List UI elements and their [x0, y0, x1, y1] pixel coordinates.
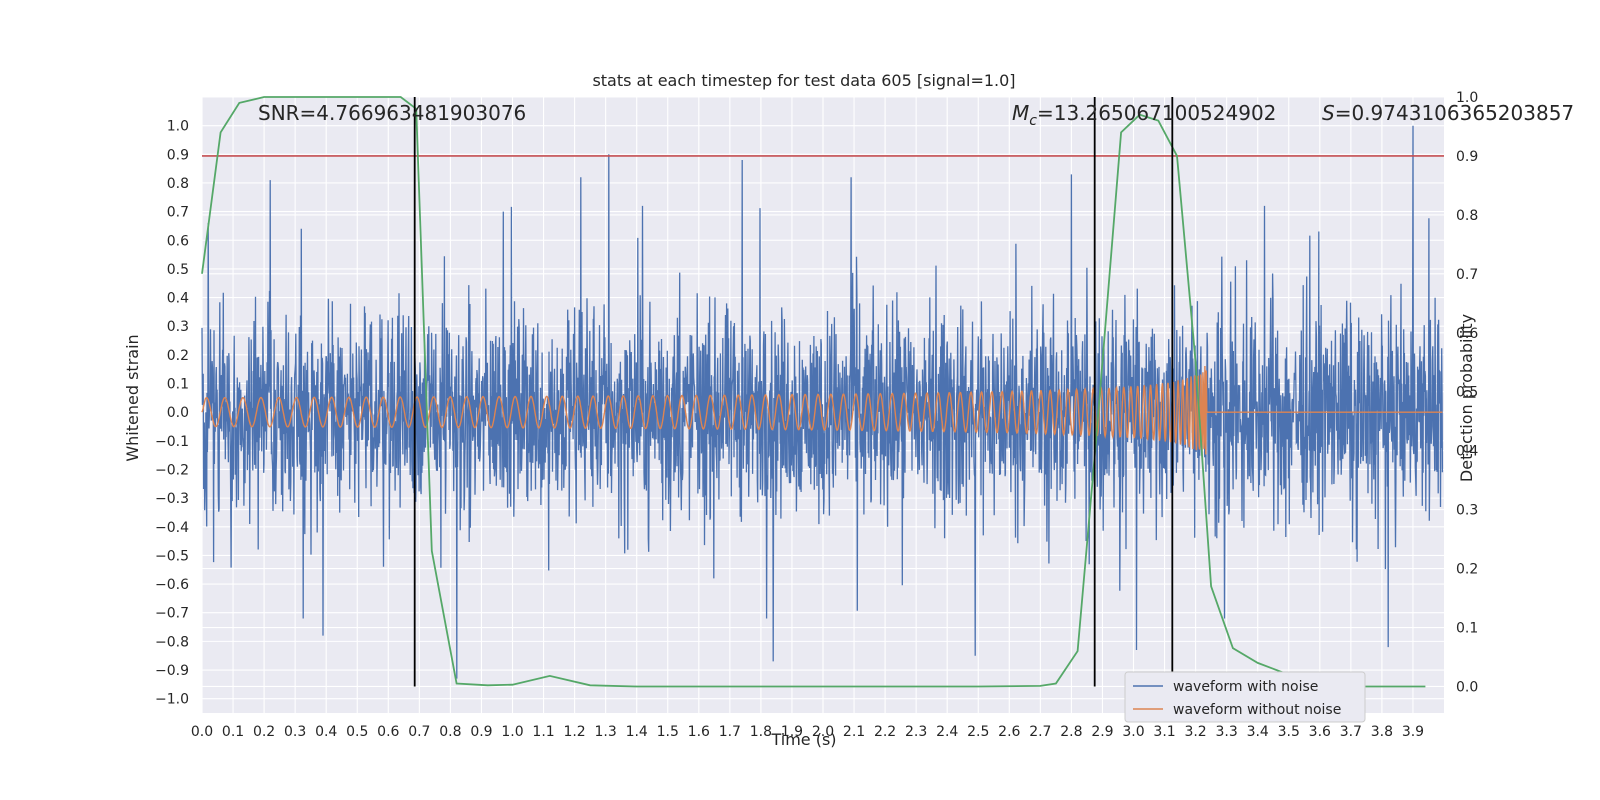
s-value: =0.9743106365203857 [1335, 101, 1574, 125]
chirp-mass-annotation: Mc=13.265067100524902 [1012, 101, 1276, 129]
y-tick-label: 0.6 [167, 233, 189, 249]
x-tick-label: 1.0 [501, 724, 523, 740]
x-tick-label: 1.9 [781, 724, 803, 740]
x-tick-label: 0.9 [470, 724, 492, 740]
x-tick-label: 0.8 [439, 724, 461, 740]
y2-axis-ticks: 1.0 0.9 0.8 0.7 0.6 0.5 0.4 0.3 0.2 0.1 0.0 [1456, 90, 1478, 695]
series-waveform-with-noise [201, 125, 1444, 679]
x-tick-label: 3.4 [1247, 724, 1269, 740]
legend: waveform with noise waveform without noi… [1124, 671, 1366, 723]
y-tick-label: −0.4 [155, 520, 189, 536]
series-detection-probability [201, 96, 1426, 688]
x-tick-label: 0.3 [284, 724, 306, 740]
detection-probability-line [201, 96, 1426, 688]
x-tick-label: 2.7 [1029, 724, 1051, 740]
waveform-without-noise-line [201, 365, 1443, 457]
x-tick-label: 0.6 [377, 724, 399, 740]
y-tick-label: 0.8 [167, 176, 189, 192]
y-tick-label: 0.4 [167, 291, 189, 307]
y-tick-label: 0.0 [167, 405, 189, 421]
x-tick-label: 1.1 [532, 724, 554, 740]
x-tick-label: 0.1 [222, 724, 244, 740]
y-tick-label: 0.2 [167, 348, 189, 364]
y-tick-label: 0.5 [167, 262, 189, 278]
x-tick-label: 2.1 [843, 724, 865, 740]
x-tick-label: 2.9 [1091, 724, 1113, 740]
x-tick-label: 3.0 [1122, 724, 1144, 740]
y2-tick-label: 0.1 [1456, 621, 1478, 637]
y-tick-label: −0.2 [155, 462, 189, 478]
x-tick-label: 3.3 [1216, 724, 1238, 740]
series-waveform-without-noise [201, 365, 1443, 457]
y-axis-ticks: 1.0 0.9 0.8 0.7 0.6 0.5 0.4 0.3 0.2 0.1 0.0 −0.1 −0.… [155, 119, 189, 708]
x-tick-label: 1.5 [657, 724, 679, 740]
x-tick-label: 2.6 [998, 724, 1020, 740]
snr-annotation: SNR=4.766963481903076 [258, 101, 526, 125]
x-tick-label: 2.2 [874, 724, 896, 740]
s-annotation: S=0.9743106365203857 [1322, 101, 1574, 125]
chart-title: stats at each timestep for test data 605… [592, 71, 1015, 90]
y2-tick-label: 0.7 [1456, 267, 1478, 283]
chirp-mass-subscript: c [1029, 113, 1037, 129]
x-tick-label: 1.8 [750, 724, 772, 740]
y-tick-label: 1.0 [167, 119, 189, 135]
x-tick-label: 0.7 [408, 724, 430, 740]
x-tick-label: 2.3 [905, 724, 927, 740]
s-symbol: S [1322, 101, 1335, 125]
waveform-with-noise-line [201, 125, 1444, 679]
y2-tick-label: 0.5 [1456, 385, 1478, 401]
y-tick-label: −1.0 [155, 692, 189, 708]
y-tick-label: −0.8 [155, 634, 189, 650]
x-tick-label: 3.8 [1371, 724, 1393, 740]
x-tick-label: 3.7 [1340, 724, 1362, 740]
x-axis-ticks: 0.0 0.1 0.2 0.3 0.4 0.5 0.6 0.7 0.8 0.9 1.0 1.1 1.2 1… [191, 724, 1424, 740]
y-tick-label: 0.3 [167, 319, 189, 335]
y-tick-label: 0.7 [167, 205, 189, 221]
x-tick-label: 2.0 [812, 724, 834, 740]
y-tick-label: −0.5 [155, 548, 189, 564]
y2-tick-label: 0.8 [1456, 208, 1478, 224]
x-tick-label: 0.2 [253, 724, 275, 740]
x-tick-label: 2.8 [1060, 724, 1082, 740]
y2-tick-label: 0.3 [1456, 503, 1478, 519]
y2-tick-label: 0.6 [1456, 326, 1478, 342]
y-tick-label: −0.6 [155, 577, 189, 593]
x-tick-label: 0.5 [346, 724, 368, 740]
y-tick-label: −0.7 [155, 606, 189, 622]
y2-tick-label: 0.4 [1456, 444, 1478, 460]
y2-tick-label: 1.0 [1456, 90, 1478, 106]
vertical-markers [413, 97, 1174, 687]
y-tick-label: 0.9 [167, 147, 189, 163]
x-tick-label: 1.7 [719, 724, 741, 740]
y-tick-label: 0.1 [167, 377, 189, 393]
y2-tick-label: 0.0 [1456, 679, 1478, 695]
chirp-mass-value: =13.265067100524902 [1037, 101, 1276, 125]
y-tick-label: −0.1 [155, 434, 189, 450]
x-tick-label: 1.3 [595, 724, 617, 740]
y2-tick-label: 0.9 [1456, 149, 1478, 165]
y2-tick-label: 0.2 [1456, 562, 1478, 578]
x-tick-label: 1.2 [563, 724, 585, 740]
y2-axis-label: Detection probability [1457, 314, 1476, 482]
chirp-mass-symbol: M [1012, 101, 1029, 125]
x-tick-label: 3.1 [1153, 724, 1175, 740]
x-tick-label: 1.4 [626, 724, 648, 740]
x-axis-label: Time (s) [770, 730, 836, 749]
x-tick-label: 3.9 [1402, 724, 1424, 740]
x-tick-label: 3.5 [1278, 724, 1300, 740]
x-tick-label: 3.2 [1184, 724, 1206, 740]
x-tick-label: 2.5 [967, 724, 989, 740]
y-tick-label: −0.3 [155, 491, 189, 507]
legend-label-clean: waveform without noise [1173, 702, 1341, 718]
y-axis-label: Whitened strain [123, 334, 142, 461]
legend-label-noise: waveform with noise [1173, 679, 1318, 695]
legend-box [1124, 671, 1366, 723]
x-tick-label: 3.6 [1309, 724, 1331, 740]
x-tick-label: 0.4 [315, 724, 337, 740]
x-tick-label: 0.0 [191, 724, 213, 740]
y-tick-label: −0.9 [155, 663, 189, 679]
x-tick-label: 2.4 [936, 724, 958, 740]
x-tick-label: 1.6 [688, 724, 710, 740]
